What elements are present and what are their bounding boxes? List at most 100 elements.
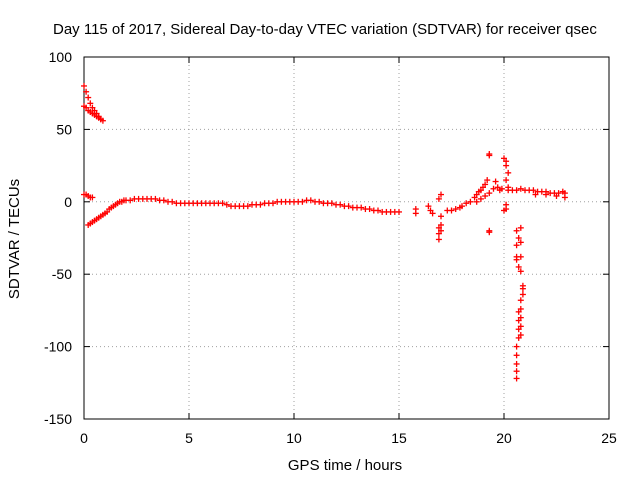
data-point — [492, 178, 499, 185]
x-tick-label: 5 — [185, 430, 193, 446]
y-tick-label: 100 — [49, 49, 73, 65]
data-point — [396, 208, 402, 215]
data-point — [532, 191, 539, 198]
data-point — [452, 206, 459, 213]
data-point — [438, 213, 444, 220]
data-point — [463, 200, 470, 207]
data-point — [501, 207, 507, 214]
data-point — [473, 198, 480, 205]
data-point — [515, 263, 522, 270]
data-point — [486, 190, 493, 197]
data-point — [345, 203, 352, 210]
data-point — [366, 206, 373, 213]
data-point — [435, 195, 442, 202]
data-point — [219, 200, 226, 207]
x-axis-label: GPS time / hours — [288, 457, 402, 474]
data-point — [375, 207, 381, 214]
data-point — [517, 332, 524, 339]
data-point — [89, 194, 96, 201]
data-point — [127, 197, 134, 204]
data-point — [513, 360, 520, 367]
data-point — [517, 305, 524, 312]
data-point — [244, 203, 251, 210]
data-point — [425, 203, 432, 210]
data-point — [477, 195, 484, 202]
grid — [84, 57, 609, 419]
data-point — [503, 177, 510, 184]
data-point — [517, 323, 524, 330]
x-tick-label: 20 — [496, 430, 512, 446]
data-point — [270, 200, 276, 207]
y-tick-label: -50 — [52, 266, 72, 282]
data-point — [484, 177, 491, 184]
data-point — [490, 185, 497, 192]
data-point — [517, 224, 524, 231]
data-point — [358, 204, 365, 211]
data-point — [307, 197, 314, 204]
data-point — [513, 368, 520, 375]
data-point — [486, 229, 493, 236]
data-points — [81, 82, 568, 382]
data-point — [438, 227, 444, 234]
data-point — [81, 82, 87, 89]
x-tick-label: 10 — [286, 430, 302, 446]
data-point — [467, 198, 474, 205]
data-point — [152, 195, 159, 202]
data-point — [257, 201, 264, 208]
x-tick-label: 0 — [80, 430, 88, 446]
data-point — [482, 193, 489, 200]
axis-ticks: 0 5 10 15 20 25 -150 -100 -50 0 50 100 — [44, 49, 617, 446]
data-point — [223, 201, 230, 208]
data-point — [513, 227, 520, 234]
data-point — [517, 185, 524, 192]
data-point — [448, 207, 455, 214]
data-point — [503, 162, 510, 169]
x-tick-label: 15 — [391, 430, 407, 446]
data-point — [530, 187, 537, 194]
data-point — [337, 201, 344, 208]
y-tick-label: 50 — [56, 121, 72, 137]
data-point — [438, 191, 444, 198]
plot-frame — [83, 56, 610, 420]
data-point — [513, 187, 520, 194]
chart-title: Day 115 of 2017, Sidereal Day-to-day VTE… — [53, 21, 597, 38]
data-point — [513, 343, 520, 350]
data-point — [85, 94, 92, 101]
data-point — [438, 221, 444, 228]
data-point — [498, 185, 505, 192]
data-point — [517, 268, 524, 275]
data-point — [299, 198, 306, 205]
data-point — [459, 203, 465, 210]
data-point — [169, 198, 176, 205]
data-point — [513, 352, 520, 359]
data-point — [83, 88, 90, 95]
data-point — [486, 151, 493, 158]
data-point — [517, 314, 524, 321]
data-point — [517, 253, 524, 260]
data-point — [517, 297, 524, 304]
data-point — [513, 375, 520, 382]
y-tick-label: -150 — [44, 411, 72, 427]
data-point — [482, 181, 489, 188]
data-point — [519, 282, 526, 289]
data-point — [97, 116, 104, 123]
data-point — [515, 235, 522, 241]
data-point — [316, 198, 323, 205]
data-point — [513, 242, 520, 249]
y-axis-label: SDTVAR / TECUs — [6, 179, 23, 299]
data-point — [435, 236, 442, 243]
data-point — [517, 239, 524, 246]
data-point — [429, 210, 436, 217]
data-point — [160, 197, 167, 204]
y-tick-label: -100 — [44, 339, 72, 355]
data-point — [519, 291, 526, 298]
data-point — [553, 193, 560, 200]
data-point — [505, 169, 512, 176]
x-tick-label: 25 — [601, 430, 617, 446]
data-point — [561, 194, 568, 201]
data-point — [412, 210, 419, 217]
data-point — [543, 191, 549, 198]
y-tick-label: 0 — [64, 194, 72, 210]
data-point — [87, 100, 94, 107]
